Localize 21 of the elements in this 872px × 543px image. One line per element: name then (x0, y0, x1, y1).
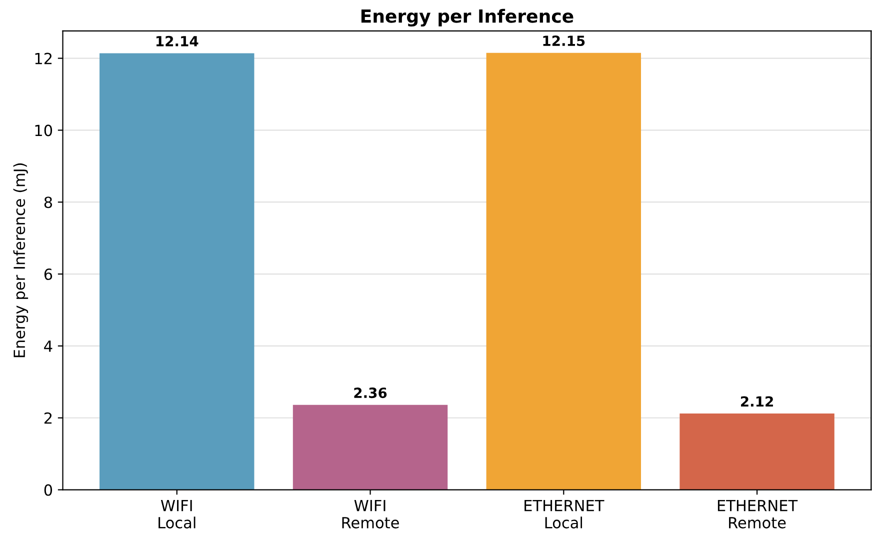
x-tick-label: ETHERNET Local (524, 500, 604, 528)
y-tick-label: 2 (44, 412, 52, 424)
data-label: 2.12 (740, 396, 773, 406)
x-tick-label: ETHERNET Remote (718, 500, 798, 528)
data-label: 12.15 (543, 36, 585, 46)
bar (292, 404, 448, 490)
x-tick-label: WIFI Local (158, 500, 196, 528)
y-tick-label: 10 (35, 124, 52, 136)
data-label: 2.36 (354, 388, 387, 398)
bar (680, 414, 834, 490)
y-tick-label: 4 (44, 340, 52, 352)
y-axis-title: Energy per Inference (mJ) (13, 163, 28, 358)
x-tick-label: WIFI Remote (342, 500, 399, 528)
y-tick-label: 12 (35, 52, 52, 64)
y-tick-label: 6 (44, 268, 52, 280)
bar (100, 53, 254, 490)
bar (486, 52, 641, 490)
y-tick-label: 0 (44, 484, 52, 496)
chart-title: Energy per Inference (361, 8, 574, 27)
y-tick-label: 8 (44, 196, 52, 208)
data-label: 12.14 (156, 36, 198, 46)
